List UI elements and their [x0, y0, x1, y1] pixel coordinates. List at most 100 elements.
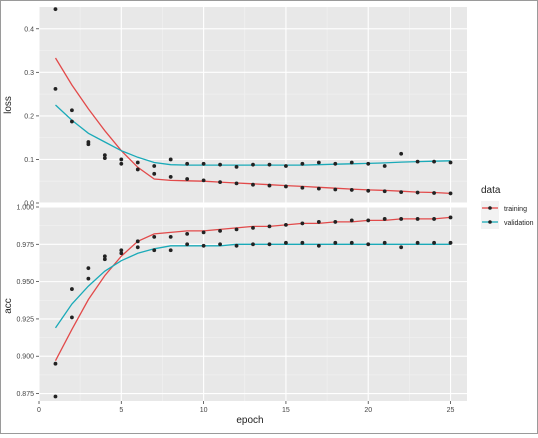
acc-validation-point: [70, 287, 74, 291]
x-tick-label: 15: [282, 407, 290, 414]
acc-validation-point: [366, 242, 371, 247]
loss-training-point: [201, 178, 206, 183]
acc-validation-point: [201, 243, 206, 248]
acc-training-point: [135, 239, 140, 244]
loss-axis-label: loss: [3, 96, 14, 114]
acc-training-point: [415, 217, 420, 221]
x-tick-label: 0: [37, 407, 41, 414]
acc-validation-point: [415, 240, 420, 245]
loss-validation-point: [218, 162, 222, 167]
legend-key-training: [481, 201, 499, 215]
loss-validation-point: [152, 164, 157, 168]
acc-validation-point: [349, 240, 354, 245]
loss-validation-point: [300, 161, 305, 166]
loss-training-point: [70, 108, 74, 113]
loss-training-point: [267, 183, 272, 188]
acc-training-point: [168, 234, 173, 239]
loss-validation-point: [135, 160, 140, 165]
acc-panel-bg: [39, 207, 467, 401]
loss-training-point: [53, 7, 58, 12]
loss-validation-point: [415, 159, 420, 164]
legend-title: data: [481, 185, 501, 196]
loss-validation-point: [70, 119, 74, 124]
acc-validation-point: [300, 240, 305, 245]
loss-validation-point: [251, 162, 255, 167]
acc-training-point: [218, 228, 222, 233]
loss-training-point: [382, 189, 387, 194]
loss-validation-point: [284, 164, 288, 168]
loss-training-point: [300, 185, 305, 190]
loss-validation-point: [333, 161, 338, 166]
loss-training-point: [284, 184, 288, 189]
acc-validation-point: [333, 240, 338, 245]
loss-training-point: [448, 191, 453, 196]
acc-training-point: [399, 217, 404, 221]
loss-training-point: [102, 156, 107, 161]
x-tick-label: 5: [119, 407, 123, 414]
acc-training-point: [119, 248, 124, 253]
loss-training-point: [135, 167, 140, 172]
acc-ytick-label: 1.000: [16, 205, 34, 212]
loss-validation-point: [102, 153, 107, 157]
loss-validation-point: [432, 159, 436, 164]
acc-ytick-label: 0.975: [16, 242, 34, 249]
legend: data training validation: [481, 185, 534, 229]
acc-training-point: [300, 221, 305, 226]
acc-training-point: [448, 215, 453, 220]
acc-validation-point: [399, 245, 404, 250]
loss-validation-point: [382, 164, 387, 168]
loss-validation-point: [399, 151, 404, 156]
loss-training-point: [316, 186, 321, 191]
acc-validation-point: [119, 251, 124, 256]
acc-training-point: [201, 230, 206, 235]
acc-training-point: [267, 224, 272, 229]
acc-panel: 0.875 0.900 0.925 0.950 0.975 1.000 0 5 10 15 20 25: [16, 205, 467, 414]
loss-training-point: [218, 180, 222, 184]
loss-ytick-label: 0.3: [24, 70, 34, 77]
acc-validation-point: [251, 242, 255, 247]
x-tick-label: 25: [447, 407, 455, 414]
loss-training-point: [251, 182, 255, 187]
loss-ytick-label: 0.2: [24, 113, 34, 120]
acc-training-point: [86, 276, 91, 281]
acc-validation-point: [185, 242, 190, 247]
acc-training-point: [102, 257, 107, 262]
loss-training-point: [366, 188, 371, 193]
acc-training-point: [432, 217, 436, 221]
loss-validation-point: [86, 140, 91, 144]
acc-validation-point: [267, 242, 272, 247]
acc-validation-point: [152, 248, 157, 253]
loss-training-point: [152, 171, 157, 176]
acc-validation-point: [135, 245, 140, 250]
loss-validation-point: [234, 164, 239, 169]
loss-validation-point: [366, 161, 371, 166]
loss-validation-point: [349, 160, 354, 165]
loss-validation-point: [168, 157, 173, 162]
acc-training-point: [152, 234, 157, 239]
loss-training-point: [168, 174, 173, 179]
acc-training-point: [251, 225, 255, 230]
acc-validation-point: [432, 240, 436, 245]
acc-training-point: [284, 223, 288, 227]
loss-validation-point: [267, 162, 272, 167]
acc-ytick-label: 0.875: [16, 391, 34, 398]
acc-training-point: [234, 227, 239, 232]
acc-validation-point: [86, 266, 91, 271]
legend-label-validation: validation: [504, 220, 534, 227]
loss-training-point: [415, 190, 420, 195]
acc-training-point: [366, 218, 371, 223]
loss-validation-point: [201, 161, 206, 166]
acc-training-point: [382, 217, 387, 221]
acc-validation-point: [448, 240, 453, 245]
loss-training-point: [399, 190, 404, 195]
loss-validation-point: [119, 157, 124, 162]
acc-ytick-label: 0.950: [16, 279, 34, 286]
acc-validation-point: [218, 242, 222, 247]
loss-validation-point: [53, 86, 58, 91]
x-tick-label: 20: [364, 407, 372, 414]
acc-training-point: [70, 315, 74, 320]
loss-validation-point: [448, 160, 453, 165]
epoch-axis-label: epoch: [236, 415, 263, 426]
